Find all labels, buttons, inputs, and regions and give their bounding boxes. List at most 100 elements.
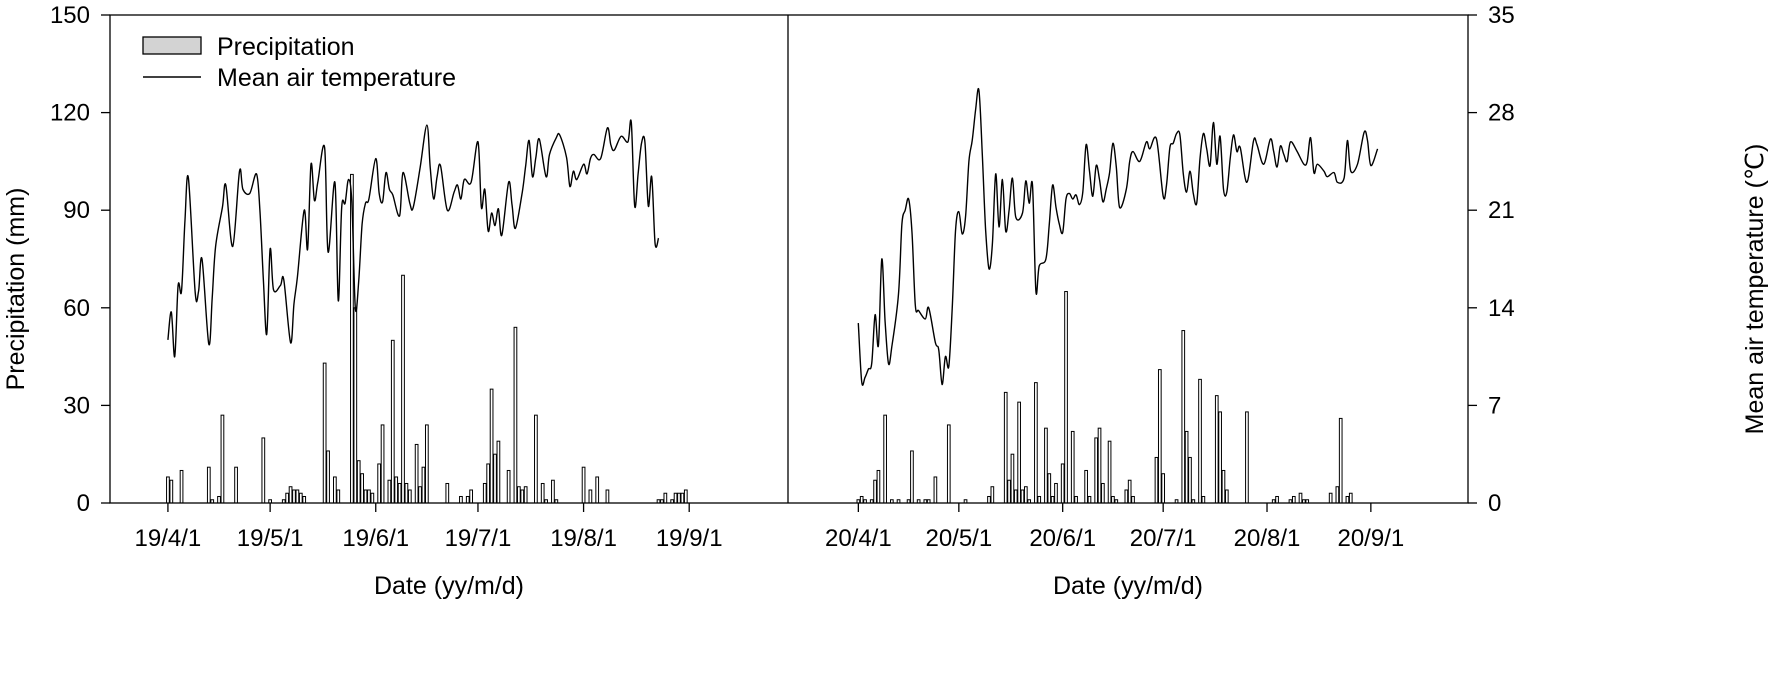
x-axes: 19/4/1 19/5/1 19/6/1 19/7/1 19/8/1 19/9/1 Date… <box>135 503 1404 600</box>
precipitation-bar-p1-29 <box>380 424 385 504</box>
precipitation-bar-p1-32 <box>394 476 399 504</box>
precipitation-bar-p1-61 <box>588 489 593 504</box>
x-tick-label-p1-5: 19/9/1 <box>656 525 723 552</box>
precipitation-bar-p2-56 <box>1198 378 1202 504</box>
precipitation-bar-p1-58 <box>551 479 555 504</box>
precipitation-bar-p1-14 <box>295 489 300 504</box>
precipitation-bar-p1-1 <box>169 479 174 504</box>
precipitation-bar-p2-30 <box>1047 473 1052 504</box>
precipitation-bar-p2-72 <box>1338 417 1343 504</box>
precipitation-bar-p2-58 <box>1214 395 1219 504</box>
precipitation-bar-p2-53 <box>1184 430 1189 504</box>
precipitation-bar-p2-48 <box>1154 456 1159 504</box>
legend: Precipitation Mean air temperature <box>142 33 456 92</box>
precipitation-bar-p2-29 <box>1044 427 1048 504</box>
precipitation-bar-p2-60 <box>1221 469 1226 504</box>
precipitation-bar-p1-53 <box>520 489 525 504</box>
precipitation-bar-p1-11 <box>285 492 290 504</box>
precipitation-bar-p1-54 <box>523 486 528 504</box>
precipitation-bar-p1-40 <box>424 424 429 504</box>
x-tick-label-p2-3: 20/7/1 <box>1130 525 1197 552</box>
precipitation-bar-p1-25 <box>363 489 368 504</box>
precipitation-bar-p2-20 <box>1007 479 1011 504</box>
x-axis-title-p1: Date (yy/m/d) <box>374 572 524 600</box>
precipitation-bar-p2-14 <box>933 476 938 504</box>
legend-precipitation-swatch <box>142 36 202 55</box>
precipitation-bar-p2-71 <box>1335 486 1340 504</box>
precipitation-bar-p1-6 <box>220 414 225 504</box>
precipitation-bar-p1-62 <box>595 476 600 504</box>
precipitation-bar-p1-22 <box>353 307 358 504</box>
precipitation-bar-p2-39 <box>1094 437 1099 504</box>
right-y-tick-label-3: 21 <box>1488 197 1515 224</box>
precipitation-bars <box>166 173 1353 504</box>
precipitation-bar-p2-57 <box>1201 495 1206 504</box>
precipitation-bar-p1-41 <box>445 482 450 504</box>
precipitation-bar-p2-47 <box>1131 495 1135 504</box>
precipitation-bar-p1-66 <box>663 492 668 504</box>
precipitation-bar-p2-32 <box>1054 482 1058 504</box>
precipitation-bar-p2-35 <box>1070 430 1075 504</box>
precipitation-bar-p1-24 <box>360 473 364 504</box>
precipitation-bar-p1-30 <box>387 479 392 504</box>
x-tick-label-p1-0: 19/4/1 <box>135 525 202 552</box>
x-tick-label-p2-2: 20/6/1 <box>1029 525 1096 552</box>
precipitation-bar-p1-70 <box>680 492 685 504</box>
precipitation-bar-p1-20 <box>336 489 341 504</box>
precipitation-bar-p1-37 <box>414 443 419 504</box>
precipitation-bar-p1-39 <box>421 466 426 504</box>
precipitation-bar-p2-33 <box>1060 463 1065 504</box>
precipitation-bar-p2-45 <box>1124 489 1129 504</box>
precipitation-bar-p2-64 <box>1275 495 1279 504</box>
precipitation-bar-p1-50 <box>506 469 511 504</box>
plot-border <box>109 14 1469 504</box>
precipitation-bar-p2-66 <box>1291 495 1296 504</box>
precipitation-bar-p1-18 <box>326 450 330 504</box>
precipitation-bar-p2-27 <box>1034 382 1038 504</box>
precipitation-bar-p2-5 <box>876 469 881 504</box>
precipitation-bar-p2-31 <box>1050 495 1055 504</box>
precipitation-bar-p1-15 <box>298 492 303 504</box>
precipitation-bar-p2-24 <box>1020 489 1025 504</box>
precipitation-bar-p1-45 <box>482 482 487 504</box>
x-tick-label-p1-1: 19/5/1 <box>237 525 304 552</box>
precipitation-bar-p1-16 <box>302 495 307 504</box>
precipitation-bar-p1-42 <box>459 495 463 504</box>
precipitation-bar-p1-44 <box>469 489 474 504</box>
legend-precipitation-label: Precipitation <box>217 33 355 61</box>
precipitation-bar-p2-4 <box>873 479 877 504</box>
precipitation-bar-p2-50 <box>1161 473 1166 504</box>
precipitation-bar-p1-5 <box>217 495 221 504</box>
left-y-tick-label-2: 60 <box>63 295 90 322</box>
right-y-tick-label-0: 0 <box>1488 490 1501 517</box>
precipitation-bar-p2-1 <box>859 495 864 504</box>
precipitation-bar-p2-54 <box>1188 456 1192 504</box>
precipitation-bar-p2-17 <box>987 495 991 504</box>
precipitation-bar-p2-21 <box>1010 453 1015 504</box>
precipitation-bar-p2-34 <box>1064 291 1068 504</box>
precipitation-bar-p1-43 <box>465 495 470 504</box>
precipitation-bar-p1-48 <box>493 453 497 504</box>
temperature-lines <box>167 87 1379 386</box>
precipitation-bar-p2-10 <box>910 450 914 504</box>
left-y-tick-label-3: 90 <box>63 197 90 224</box>
precipitation-bar-p1-60 <box>581 466 586 504</box>
legend-temperature-label: Mean air temperature <box>217 64 456 92</box>
left-y-tick-label-0: 0 <box>77 490 90 517</box>
precipitation-bar-p2-42 <box>1107 440 1112 504</box>
precipitation-bar-p1-47 <box>489 388 494 504</box>
precipitation-bar-p2-46 <box>1127 479 1132 504</box>
left-y-tick-label-5: 150 <box>50 2 90 29</box>
precipitation-bar-p1-52 <box>516 486 521 504</box>
temperature-line-p2 <box>857 87 1379 386</box>
precipitation-bar-p2-59 <box>1218 411 1222 504</box>
temperature-line-p1 <box>167 119 660 358</box>
precipitation-bar-p2-73 <box>1345 495 1350 504</box>
precipitation-bar-p2-43 <box>1111 495 1115 504</box>
precipitation-bar-p2-49 <box>1157 369 1162 504</box>
x-tick-label-p2-4: 20/8/1 <box>1234 525 1301 552</box>
left-y-tick-label-4: 120 <box>50 100 90 127</box>
precipitation-bar-p1-35 <box>404 482 409 504</box>
precipitation-bar-p1-46 <box>486 463 491 504</box>
